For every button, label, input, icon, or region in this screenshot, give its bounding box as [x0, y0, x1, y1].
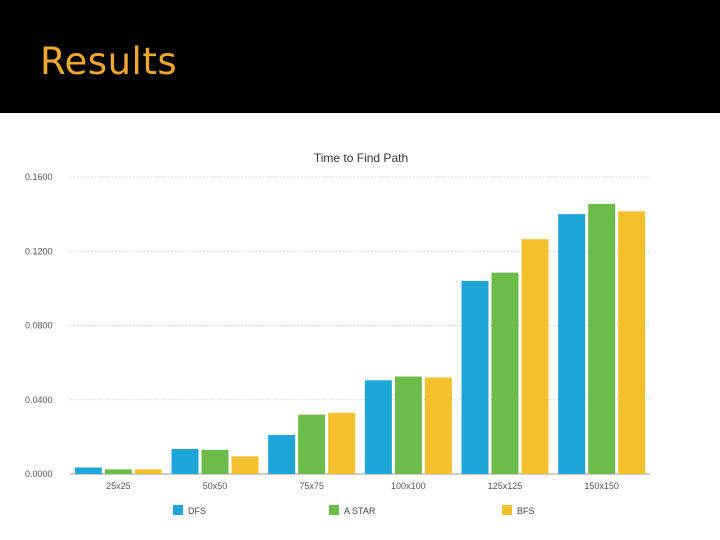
- x-tick-label: 150x150: [584, 481, 619, 491]
- bars: [74, 203, 646, 474]
- bar-a-star-100x100: [394, 376, 422, 474]
- legend-label-a-star: A STAR: [344, 506, 376, 516]
- legend: DFS A STAR BFS: [173, 505, 535, 516]
- legend-label-bfs: BFS: [517, 506, 535, 516]
- legend-label-dfs: DFS: [188, 506, 206, 516]
- bar-dfs-150x150: [558, 214, 586, 474]
- x-tick-label: 50x50: [203, 481, 228, 491]
- bar-bfs-50x50: [231, 456, 259, 474]
- bar-bfs-75x75: [328, 412, 356, 474]
- chart-container: Time to Find Path 0.0000 0.0400 0.0800 0.12…: [0, 113, 720, 540]
- legend-swatch-dfs: [173, 505, 183, 515]
- x-tick-label: 125x125: [488, 481, 523, 491]
- bar-chart: Time to Find Path 0.0000 0.0400 0.0800 0.12…: [25, 151, 650, 516]
- x-tick-label: 100x100: [391, 481, 426, 491]
- bar-bfs-100x100: [424, 377, 452, 474]
- x-tick-label: 25x25: [106, 481, 131, 491]
- legend-swatch-bfs: [502, 505, 512, 515]
- y-tick-label: 0.0400: [25, 395, 53, 405]
- y-axis-ticks: 0.0000 0.0400 0.0800 0.1200 0.1600: [25, 172, 53, 479]
- bar-dfs-25x25: [74, 467, 102, 474]
- bar-bfs-150x150: [618, 211, 646, 474]
- y-tick-label: 0.1600: [25, 172, 53, 182]
- bar-bfs-25x25: [134, 469, 162, 474]
- bar-a-star-25x25: [104, 469, 132, 474]
- bar-a-star-150x150: [588, 203, 616, 474]
- bar-a-star-125x125: [491, 272, 519, 474]
- y-tick-label: 0.0000: [25, 469, 53, 479]
- bar-dfs-100x100: [364, 380, 392, 474]
- bar-a-star-75x75: [298, 414, 326, 474]
- bar-dfs-75x75: [268, 435, 296, 474]
- slide-title: Results: [40, 40, 178, 83]
- bar-dfs-125x125: [461, 280, 489, 474]
- x-tick-label: 75x75: [299, 481, 324, 491]
- y-tick-label: 0.1200: [25, 246, 53, 256]
- bar-dfs-50x50: [171, 448, 199, 474]
- title-band: [0, 0, 720, 113]
- bar-bfs-125x125: [521, 239, 549, 474]
- gridlines: [70, 176, 650, 475]
- y-tick-label: 0.0800: [25, 321, 53, 331]
- chart-title: Time to Find Path: [314, 151, 408, 165]
- x-axis-ticks: 25x25 50x50 75x75 100x100 125x125 150x150: [106, 481, 619, 491]
- legend-swatch-a-star: [329, 505, 339, 515]
- bar-a-star-50x50: [201, 449, 229, 474]
